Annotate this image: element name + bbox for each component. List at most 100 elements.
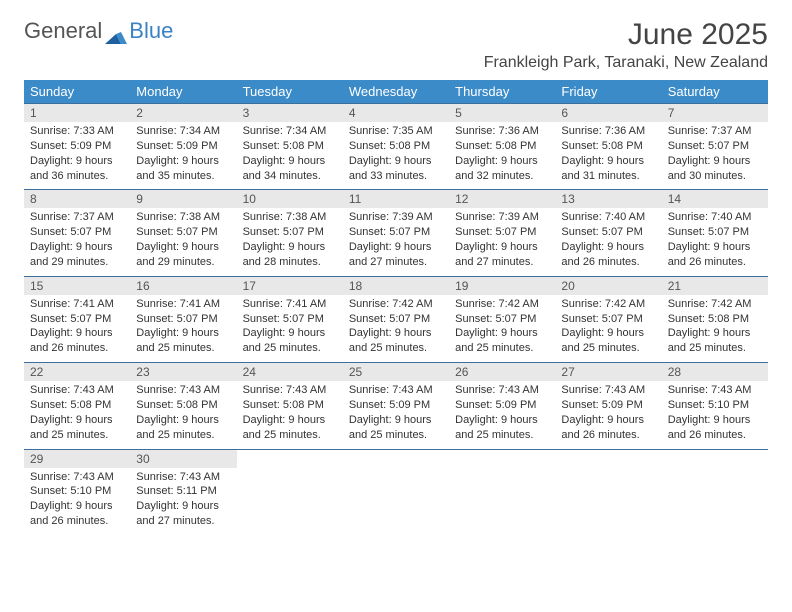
sunrise-text: Sunrise: 7:41 AM (30, 297, 124, 312)
day-header-cell: Thursday (449, 80, 555, 104)
daylight-text-2: and 26 minutes. (30, 341, 124, 356)
sunrise-text: Sunrise: 7:42 AM (349, 297, 443, 312)
sunrise-text: Sunrise: 7:37 AM (668, 124, 762, 139)
sunset-text: Sunset: 5:07 PM (136, 312, 230, 327)
daylight-text-2: and 30 minutes. (668, 169, 762, 184)
sunrise-text: Sunrise: 7:43 AM (136, 470, 230, 485)
sunrise-text: Sunrise: 7:41 AM (243, 297, 337, 312)
day-content-cell: Sunrise: 7:36 AMSunset: 5:08 PMDaylight:… (449, 122, 555, 190)
sunrise-text: Sunrise: 7:34 AM (136, 124, 230, 139)
day-header-cell: Saturday (662, 80, 768, 104)
daylight-text-1: Daylight: 9 hours (668, 413, 762, 428)
day-content-cell: Sunrise: 7:40 AMSunset: 5:07 PMDaylight:… (662, 208, 768, 276)
sunset-text: Sunset: 5:08 PM (136, 398, 230, 413)
day-number-cell: 10 (237, 190, 343, 209)
daylight-text-1: Daylight: 9 hours (136, 499, 230, 514)
day-header-row: SundayMondayTuesdayWednesdayThursdayFrid… (24, 80, 768, 104)
daylight-text-2: and 28 minutes. (243, 255, 337, 270)
daylight-text-2: and 26 minutes. (668, 255, 762, 270)
sunrise-text: Sunrise: 7:43 AM (668, 383, 762, 398)
day-content-cell: Sunrise: 7:43 AMSunset: 5:09 PMDaylight:… (343, 381, 449, 449)
daylight-text-1: Daylight: 9 hours (136, 413, 230, 428)
sunrise-text: Sunrise: 7:43 AM (455, 383, 549, 398)
day-content-cell: Sunrise: 7:39 AMSunset: 5:07 PMDaylight:… (449, 208, 555, 276)
day-content-cell: Sunrise: 7:43 AMSunset: 5:09 PMDaylight:… (555, 381, 661, 449)
title-block: June 2025 Frankleigh Park, Taranaki, New… (484, 18, 768, 72)
sunset-text: Sunset: 5:07 PM (455, 312, 549, 327)
sunset-text: Sunset: 5:08 PM (243, 139, 337, 154)
day-number-cell: 18 (343, 276, 449, 295)
sunrise-text: Sunrise: 7:39 AM (349, 210, 443, 225)
daylight-text-2: and 29 minutes. (30, 255, 124, 270)
daylight-text-1: Daylight: 9 hours (349, 154, 443, 169)
sunrise-text: Sunrise: 7:33 AM (30, 124, 124, 139)
sunset-text: Sunset: 5:07 PM (668, 139, 762, 154)
location: Frankleigh Park, Taranaki, New Zealand (484, 54, 768, 72)
day-header-cell: Sunday (24, 80, 130, 104)
day-number-cell: 6 (555, 104, 661, 123)
day-number-row: 891011121314 (24, 190, 768, 209)
sunset-text: Sunset: 5:07 PM (136, 225, 230, 240)
daylight-text-1: Daylight: 9 hours (455, 240, 549, 255)
day-content-row: Sunrise: 7:41 AMSunset: 5:07 PMDaylight:… (24, 295, 768, 363)
logo-text-blue: Blue (129, 18, 173, 44)
daylight-text-1: Daylight: 9 hours (243, 240, 337, 255)
daylight-text-1: Daylight: 9 hours (349, 413, 443, 428)
sunrise-text: Sunrise: 7:43 AM (349, 383, 443, 398)
day-number-cell: 1 (24, 104, 130, 123)
daylight-text-1: Daylight: 9 hours (30, 240, 124, 255)
daylight-text-1: Daylight: 9 hours (30, 326, 124, 341)
month-title: June 2025 (484, 18, 768, 52)
day-content-cell: Sunrise: 7:37 AMSunset: 5:07 PMDaylight:… (662, 122, 768, 190)
day-content-row: Sunrise: 7:43 AMSunset: 5:08 PMDaylight:… (24, 381, 768, 449)
day-content-cell (555, 468, 661, 535)
daylight-text-2: and 25 minutes. (243, 341, 337, 356)
day-number-cell: 28 (662, 363, 768, 382)
sunset-text: Sunset: 5:11 PM (136, 484, 230, 499)
day-number-cell: 13 (555, 190, 661, 209)
sunrise-text: Sunrise: 7:43 AM (243, 383, 337, 398)
day-content-cell: Sunrise: 7:43 AMSunset: 5:10 PMDaylight:… (24, 468, 130, 535)
day-number-cell: 16 (130, 276, 236, 295)
day-content-cell: Sunrise: 7:34 AMSunset: 5:09 PMDaylight:… (130, 122, 236, 190)
daylight-text-1: Daylight: 9 hours (136, 326, 230, 341)
sunrise-text: Sunrise: 7:43 AM (30, 383, 124, 398)
day-content-cell: Sunrise: 7:42 AMSunset: 5:07 PMDaylight:… (555, 295, 661, 363)
logo-text-general: General (24, 18, 102, 44)
sunset-text: Sunset: 5:07 PM (561, 225, 655, 240)
daylight-text-1: Daylight: 9 hours (349, 326, 443, 341)
daylight-text-1: Daylight: 9 hours (561, 326, 655, 341)
day-number-cell: 23 (130, 363, 236, 382)
sunrise-text: Sunrise: 7:40 AM (668, 210, 762, 225)
day-number-row: 22232425262728 (24, 363, 768, 382)
day-header-cell: Friday (555, 80, 661, 104)
day-content-cell: Sunrise: 7:42 AMSunset: 5:07 PMDaylight:… (343, 295, 449, 363)
daylight-text-1: Daylight: 9 hours (30, 154, 124, 169)
day-number-row: 15161718192021 (24, 276, 768, 295)
day-number-cell: 7 (662, 104, 768, 123)
daylight-text-1: Daylight: 9 hours (561, 413, 655, 428)
daylight-text-2: and 33 minutes. (349, 169, 443, 184)
sunset-text: Sunset: 5:07 PM (668, 225, 762, 240)
day-number-cell: 12 (449, 190, 555, 209)
daylight-text-1: Daylight: 9 hours (668, 240, 762, 255)
sunrise-text: Sunrise: 7:36 AM (455, 124, 549, 139)
sunset-text: Sunset: 5:08 PM (30, 398, 124, 413)
sunrise-text: Sunrise: 7:34 AM (243, 124, 337, 139)
sunrise-text: Sunrise: 7:39 AM (455, 210, 549, 225)
daylight-text-2: and 25 minutes. (349, 341, 443, 356)
day-content-cell: Sunrise: 7:39 AMSunset: 5:07 PMDaylight:… (343, 208, 449, 276)
daylight-text-2: and 27 minutes. (136, 514, 230, 529)
sunset-text: Sunset: 5:09 PM (561, 398, 655, 413)
daylight-text-1: Daylight: 9 hours (243, 154, 337, 169)
sunrise-text: Sunrise: 7:43 AM (561, 383, 655, 398)
day-number-cell: 8 (24, 190, 130, 209)
daylight-text-1: Daylight: 9 hours (455, 154, 549, 169)
day-number-cell: 14 (662, 190, 768, 209)
day-number-cell (662, 449, 768, 468)
day-content-cell: Sunrise: 7:36 AMSunset: 5:08 PMDaylight:… (555, 122, 661, 190)
daylight-text-2: and 26 minutes. (561, 428, 655, 443)
day-content-cell: Sunrise: 7:43 AMSunset: 5:10 PMDaylight:… (662, 381, 768, 449)
day-number-cell: 11 (343, 190, 449, 209)
sunrise-text: Sunrise: 7:40 AM (561, 210, 655, 225)
